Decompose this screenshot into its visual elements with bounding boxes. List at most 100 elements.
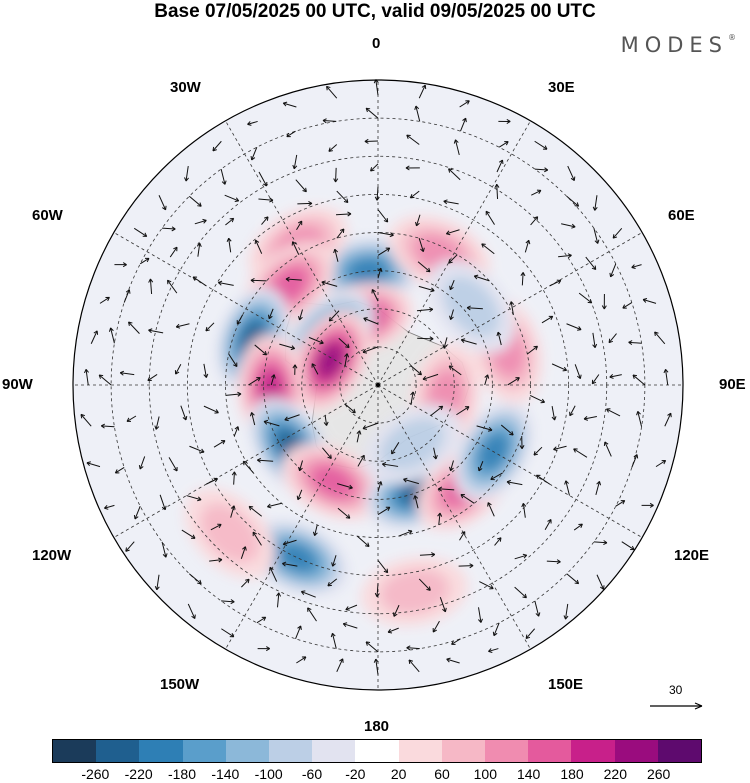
wind-vector-head: [460, 531, 466, 536]
wind-vector-head: [544, 167, 549, 173]
wind-vector-head: [385, 506, 391, 512]
wind-vector: [156, 574, 160, 590]
wind-vector-head: [413, 495, 419, 500]
meridian-line: [377, 120, 531, 386]
wind-vector: [187, 603, 196, 619]
wind-vector-head: [525, 634, 531, 639]
wind-vector: [591, 374, 600, 385]
wind-vector: [258, 171, 268, 187]
wind-vector-head: [432, 628, 437, 633]
wind-vector: [85, 369, 89, 386]
wind-vector-head: [583, 415, 589, 421]
wind-vector: [168, 457, 178, 472]
wind-vector-head: [191, 614, 196, 619]
wind-vector-head: [203, 373, 209, 378]
colorbar-segment: [269, 740, 313, 762]
wind-vector: [180, 405, 187, 421]
wind-vector: [203, 405, 219, 414]
map-title: Base 07/05/2025 00 UTC, valid 09/05/2025…: [154, 1, 596, 22]
wind-vector-head: [342, 622, 348, 628]
wind-vector: [393, 604, 400, 617]
wind-vector-head: [654, 331, 659, 336]
wind-vector: [167, 279, 178, 294]
wind-vector-head: [421, 84, 427, 90]
wind-vector: [527, 345, 538, 355]
wind-vector: [450, 460, 454, 471]
wind-vector: [331, 633, 337, 649]
wind-vector-head: [603, 540, 608, 546]
wind-vector-head: [599, 585, 605, 590]
wind-vector-head: [311, 363, 316, 368]
wind-vector-head: [319, 339, 324, 345]
wind-vector: [328, 144, 338, 152]
wind-vector: [189, 445, 205, 453]
wind-vector: [458, 565, 474, 567]
wind-vector: [155, 416, 160, 430]
wind-vector-head: [592, 206, 598, 211]
wind-vector-head: [633, 454, 639, 459]
wind-vector-head: [594, 239, 600, 244]
wind-vector-head: [205, 326, 210, 332]
wind-vector: [228, 353, 238, 367]
wind-vector: [377, 481, 382, 492]
wind-vector-head: [173, 466, 178, 472]
wind-vector-head: [125, 289, 131, 294]
wind-vector-head: [564, 480, 569, 485]
wind-vector-head: [93, 330, 99, 335]
wind-vector: [531, 189, 542, 196]
wind-vector-head: [620, 500, 626, 505]
wind-vector-head: [506, 479, 511, 485]
wind-vector-head: [469, 563, 474, 569]
wind-vector-head: [282, 561, 287, 567]
wind-vector: [546, 560, 561, 563]
wind-vector: [583, 415, 597, 420]
wind-vector-head: [147, 376, 152, 382]
wind-vector: [521, 272, 524, 286]
wind-vector: [654, 331, 666, 345]
wind-vector-head: [563, 615, 569, 620]
wind-vector-head: [574, 579, 580, 585]
wind-vector-head: [175, 323, 181, 329]
wind-vector: [377, 209, 389, 223]
wind-vector-head: [291, 241, 297, 246]
wind-vector: [86, 462, 101, 468]
wind-vector: [422, 373, 439, 380]
wind-vector-head: [300, 590, 306, 596]
wind-vector-head: [504, 141, 509, 146]
vector-reference-arrowhead: [694, 702, 703, 710]
wind-vector-head: [365, 641, 371, 646]
wind-vector-head: [574, 202, 580, 207]
wind-vector-head: [154, 425, 160, 430]
lon-label-0: 0: [372, 35, 381, 52]
colorbar-segment: [139, 740, 183, 762]
wind-vector: [147, 374, 158, 381]
wind-vector-head: [345, 343, 350, 349]
wind-vector-head: [449, 285, 454, 291]
wind-vector: [593, 228, 599, 244]
wind-vector: [476, 425, 493, 431]
wind-vector-head: [387, 628, 393, 634]
wind-vector-head: [377, 267, 383, 273]
wind-vector-head: [522, 553, 528, 559]
wind-vector: [101, 425, 115, 428]
wind-vector: [230, 505, 235, 518]
wind-vector-head: [221, 180, 227, 185]
meridian-line: [377, 384, 531, 650]
wind-vector: [148, 329, 164, 334]
wind-vector: [406, 647, 420, 650]
wind-vector-head: [498, 159, 504, 165]
wind-vector-head: [282, 541, 288, 546]
wind-vector-head: [373, 658, 379, 663]
wind-vector-head: [408, 659, 414, 665]
wind-vector-head: [214, 409, 219, 414]
wind-vector-head: [226, 237, 232, 243]
wind-vector-head: [247, 121, 252, 126]
lon-label-180: 180: [364, 718, 390, 735]
wind-vector: [206, 478, 218, 485]
wind-vector-head: [344, 353, 350, 358]
wind-vector-head: [154, 585, 160, 591]
wind-vector: [488, 648, 499, 652]
wind-vector-head: [667, 412, 672, 418]
wind-vector-head: [385, 247, 391, 252]
wind-vector: [478, 461, 484, 472]
